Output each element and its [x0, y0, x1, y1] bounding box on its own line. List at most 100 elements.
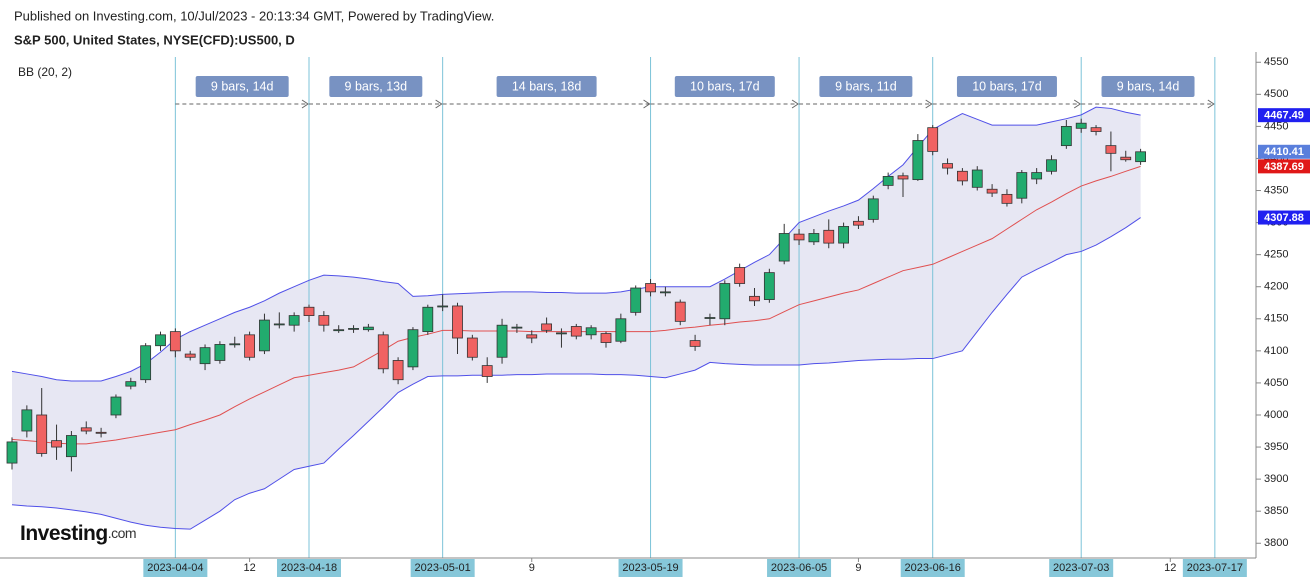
indicator-label: BB (20, 2) — [18, 65, 72, 79]
candle-body — [184, 353, 196, 358]
y-tick-label: 4150 — [1264, 313, 1288, 325]
candle-body — [437, 305, 449, 308]
range-label: 9 bars, 11d — [835, 79, 897, 93]
candle-body — [229, 343, 241, 346]
y-tick-label: 4200 — [1264, 281, 1288, 293]
y-tick-label: 4500 — [1264, 88, 1288, 100]
candle-body — [1001, 193, 1013, 204]
candle-body — [763, 272, 775, 300]
candle-body — [362, 326, 374, 331]
candle-body — [36, 414, 48, 454]
candle-body — [1075, 122, 1087, 129]
candle-body — [407, 329, 419, 368]
candle-body — [957, 170, 968, 182]
candle-body — [169, 331, 181, 352]
candle-body — [466, 337, 478, 358]
candle-body — [422, 306, 434, 333]
candle-body — [615, 318, 627, 342]
candle-body — [348, 328, 359, 330]
y-tick-label: 4100 — [1264, 345, 1288, 357]
candle-body — [273, 323, 285, 326]
candle-body — [630, 287, 642, 313]
range-label: 14 bars, 18d — [512, 79, 582, 93]
range-label: 9 bars, 14d — [211, 79, 274, 93]
candle-body — [318, 315, 330, 326]
candle-body — [674, 301, 686, 322]
marker-label: 2023-04-18 — [281, 562, 337, 574]
candle-body — [333, 329, 345, 332]
logo: Investing.com — [20, 522, 136, 545]
y-tick-label: 3950 — [1264, 441, 1288, 453]
candle-body — [1135, 151, 1146, 163]
range-arrowhead — [435, 99, 443, 109]
range-arrowhead — [643, 99, 651, 109]
y-tick-label: 4050 — [1264, 377, 1288, 389]
candle-body — [377, 334, 389, 370]
x-tick-label: 12 — [243, 562, 255, 574]
symbol-title: S&P 500, United States, NYSE(CFD):US500,… — [14, 32, 295, 47]
marker-label-bg — [1049, 559, 1114, 577]
marker-label: 2023-06-05 — [771, 562, 827, 574]
candle-body — [511, 326, 523, 329]
price-tag: 4410.41 — [1264, 146, 1304, 158]
candle-body — [80, 427, 92, 432]
candle-body — [392, 360, 404, 381]
y-tick-label: 4550 — [1264, 56, 1288, 68]
marker-label-bg — [618, 559, 683, 577]
candle-body — [912, 140, 924, 181]
range-arrowhead — [925, 99, 933, 109]
published-note: Published on Investing.com, 10/Jul/2023 … — [14, 8, 494, 23]
price-tag: 4467.49 — [1264, 110, 1304, 122]
candle-body — [942, 163, 953, 169]
marker-label: 2023-04-04 — [147, 562, 203, 574]
range-arrowhead — [1207, 99, 1215, 109]
candle-body — [570, 326, 582, 337]
candle-body — [927, 127, 939, 152]
range-label-bg — [496, 76, 597, 97]
candle-body — [585, 327, 597, 336]
candle-body — [808, 233, 820, 243]
range-label-bg — [674, 76, 775, 97]
y-tick-label: 4000 — [1264, 409, 1288, 421]
candle-body — [155, 334, 166, 347]
candle-body — [452, 305, 463, 339]
y-tick-label: 3800 — [1264, 537, 1288, 549]
range-label-bg — [819, 76, 913, 97]
candle-body — [853, 220, 864, 226]
candle-body — [867, 198, 879, 220]
candle-body — [1046, 159, 1057, 172]
candle-body — [734, 267, 746, 284]
range-label: 9 bars, 14d — [1117, 79, 1180, 93]
candle-body — [986, 188, 998, 194]
candle-body — [541, 323, 552, 331]
range-arrowhead — [301, 99, 309, 109]
candle-body — [496, 324, 508, 358]
candle-body — [689, 340, 701, 347]
candle-body — [51, 440, 62, 448]
candle-body — [823, 229, 835, 244]
candle-body — [778, 233, 790, 262]
marker-label: 2023-06-16 — [905, 562, 961, 574]
x-tick-label: 9 — [855, 562, 861, 574]
band-fill — [12, 107, 1141, 530]
candle-body — [897, 175, 909, 180]
candle-body — [125, 381, 137, 387]
candle-body — [199, 347, 211, 365]
range-label-bg — [195, 76, 289, 97]
candle-body — [719, 283, 731, 320]
candle-body — [110, 396, 122, 416]
range-label-bg — [1101, 76, 1195, 97]
candle-body — [660, 291, 671, 294]
marker-label: 2023-07-17 — [1187, 562, 1243, 574]
candle-body — [526, 334, 538, 339]
band-upper — [11, 106, 1141, 382]
range-arrowhead — [791, 99, 799, 109]
marker-label-bg — [410, 559, 475, 577]
marker-label-bg — [1182, 559, 1247, 577]
range-label-bg — [329, 76, 423, 97]
candle-body — [704, 317, 716, 319]
price-tag-bg — [1258, 159, 1310, 174]
marker-label-bg — [143, 559, 208, 577]
marker-label: 2023-05-01 — [415, 562, 471, 574]
candle-body — [66, 435, 77, 458]
